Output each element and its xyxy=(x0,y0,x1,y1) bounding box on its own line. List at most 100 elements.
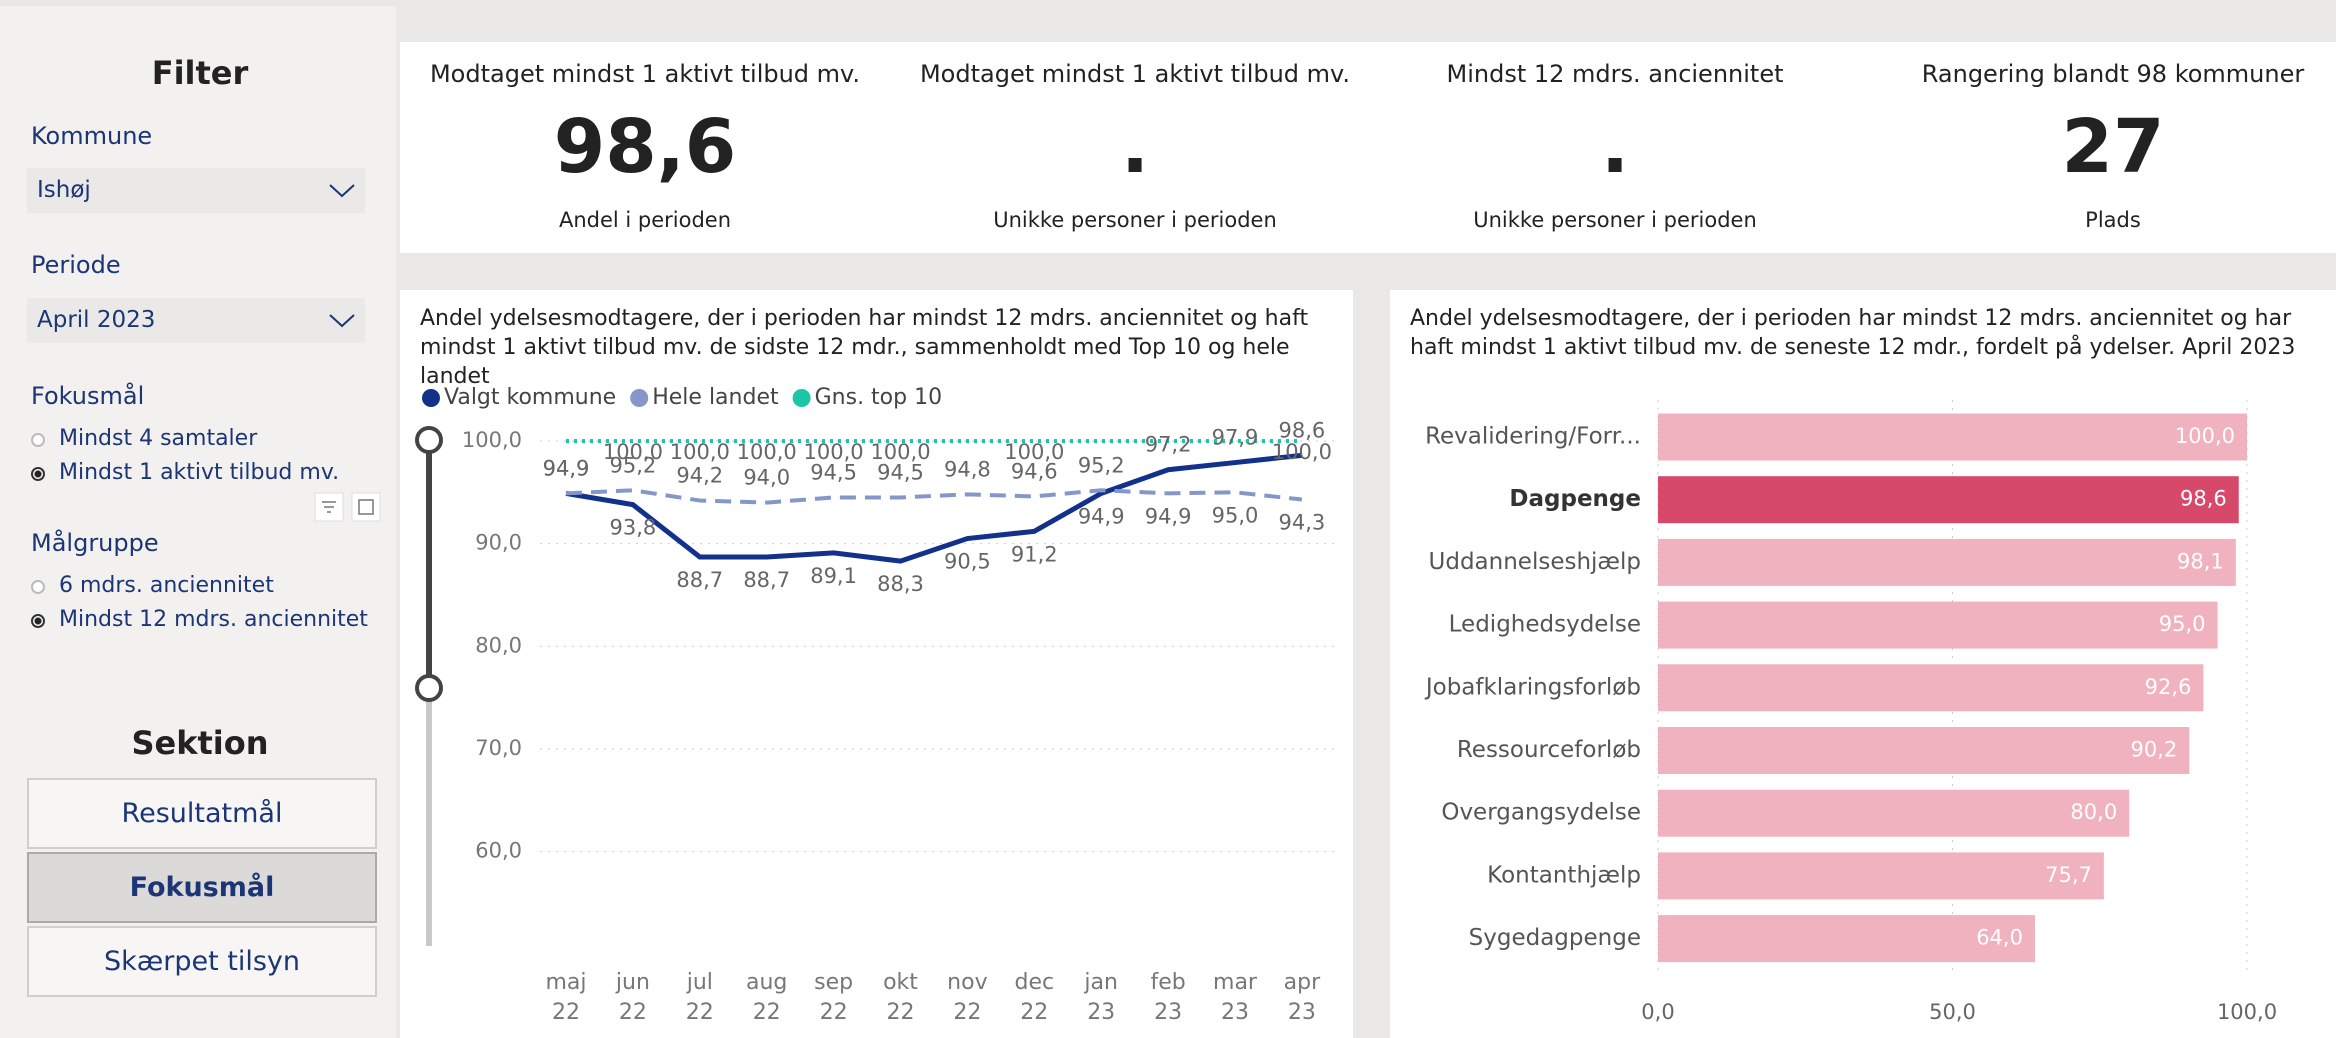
radio-option[interactable]: Mindst 4 samtaler xyxy=(31,426,257,451)
kpi-subtitle: Andel i perioden xyxy=(558,208,732,232)
data-label: 98,6 xyxy=(2180,487,2227,511)
bar xyxy=(1658,727,2190,774)
sektion-button[interactable]: Fokusmål xyxy=(27,852,377,923)
data-label: 94,6 xyxy=(1011,459,1058,483)
data-label: 100,0 xyxy=(804,440,864,464)
chevron xyxy=(329,314,355,328)
x-tick-label: mar 23 xyxy=(1213,970,1257,1025)
x-tick-label: dec 22 xyxy=(1014,970,1055,1025)
data-label: 93,8 xyxy=(610,516,657,540)
kpi-value: . xyxy=(1120,104,1150,190)
radio-circle xyxy=(31,614,45,628)
radio-label: Mindst 4 samtaler xyxy=(59,426,258,451)
fokus-label: Fokusmål xyxy=(31,382,145,410)
bar xyxy=(1658,664,2204,712)
data-label: 100,0 xyxy=(870,440,930,464)
x-tick-label: 0,0 xyxy=(1641,1000,1674,1024)
slider-handle[interactable] xyxy=(415,674,443,702)
radio-option[interactable]: Mindst 12 mdrs. anciennitet xyxy=(31,607,368,632)
kpi-strip: Modtaget mindst 1 aktivt tilbud mv. 98,6 A… xyxy=(400,42,2336,253)
line-card xyxy=(400,290,1353,1038)
periode-dropdown[interactable]: April 2023 xyxy=(27,298,365,343)
line-dashed xyxy=(565,488,1303,505)
kpi-subtitle: Plads xyxy=(2085,208,2141,232)
data-label: 100,0 xyxy=(603,440,663,464)
data-label: 95,2 xyxy=(1078,453,1125,477)
data-label: 94,9 xyxy=(1145,504,1192,528)
data-label: 100,0 xyxy=(1004,440,1064,464)
bar xyxy=(1658,915,2035,963)
data-label: 94,9 xyxy=(543,456,590,480)
kpi-subtitle: Unikke personer i perioden xyxy=(993,208,1277,232)
line-solid xyxy=(565,452,1303,564)
data-label: 90,5 xyxy=(944,550,991,574)
bar xyxy=(1658,538,2236,586)
x-tick-label: jan 23 xyxy=(1084,970,1118,1025)
bar xyxy=(1658,852,2104,900)
data-label: 91,2 xyxy=(1011,542,1058,566)
bar xyxy=(1658,476,2239,524)
y-tick-label: 80,0 xyxy=(475,633,522,657)
kommune-dropdown[interactable]: Ishøj xyxy=(27,168,365,213)
y-tick-label: 60,0 xyxy=(475,839,522,863)
x-tick-label: apr 23 xyxy=(1283,970,1321,1025)
radio-circle xyxy=(31,433,45,447)
data-label: 88,3 xyxy=(877,572,924,596)
line-chart-title: Andel ydelsesmodtagere, der i perioden h… xyxy=(420,306,1309,389)
kommune-label: Kommune xyxy=(31,122,153,150)
radio-option[interactable]: 6 mdrs. anciennitet xyxy=(31,573,274,598)
data-label: 94,8 xyxy=(944,457,991,481)
kpi-title: Modtaget mindst 1 aktivt tilbud mv. xyxy=(429,60,861,88)
data-label: 89,1 xyxy=(810,564,857,588)
legend-label: Valgt kommune xyxy=(444,385,616,410)
kpi-subtitle: Unikke personer i perioden xyxy=(1473,208,1757,232)
radio-circle xyxy=(31,467,45,481)
y-tick-label: 100,0 xyxy=(462,428,522,452)
sektion-title: Sektion xyxy=(131,724,269,762)
filter-panel: Filter Kommune Ishøj Periode April 2023 … xyxy=(0,6,396,1038)
sektion-button[interactable]: Skærpet tilsyn xyxy=(27,926,377,997)
data-label: 88,7 xyxy=(743,568,790,592)
kpi-title: Rangering blandt 98 kommuner xyxy=(1921,60,2305,88)
x-tick-label: jul 22 xyxy=(685,970,714,1025)
y-tick-label: Sygedagpenge xyxy=(1469,925,1641,951)
radio-label: Mindst 12 mdrs. anciennitet xyxy=(59,607,368,632)
data-label: 64,0 xyxy=(1976,926,2023,950)
x-tick-label: 50,0 xyxy=(1929,1000,1976,1024)
data-label: 97,2 xyxy=(1145,433,1192,457)
kpi-title: Mindst 12 mdrs. anciennitet xyxy=(1446,60,1784,88)
x-tick-label: 100,0 xyxy=(2217,1000,2277,1024)
legend-label: Hele landet xyxy=(652,385,779,410)
x-tick-label: sep 22 xyxy=(814,970,854,1025)
x-tick-label: aug 22 xyxy=(745,970,788,1025)
radio-label: Mindst 1 aktivt tilbud mv. xyxy=(59,460,340,485)
data-label: 95,0 xyxy=(1212,503,1259,527)
filter-title: Filter xyxy=(151,54,249,92)
y-tick-label: Ressourceforløb xyxy=(1457,737,1641,763)
y-tick-label: 70,0 xyxy=(475,736,522,760)
slider-handle[interactable] xyxy=(415,426,443,454)
y-tick-label: Uddannelseshjælp xyxy=(1429,549,1641,575)
bar-chart-title: Andel ydelsesmodtagere, der i perioden h… xyxy=(1410,306,2296,360)
maal-label: Målgruppe xyxy=(31,529,159,557)
data-label: 94,9 xyxy=(543,456,590,480)
x-tick-label: jun 22 xyxy=(615,970,650,1025)
data-label: 100,0 xyxy=(2175,424,2235,448)
data-label: 88,7 xyxy=(676,568,723,592)
chevron xyxy=(329,184,355,198)
data-label: 100,0 xyxy=(1272,440,1332,464)
visual-icons xyxy=(314,492,381,522)
x-tick-label: maj 22 xyxy=(545,970,587,1025)
sektion-button[interactable]: Resultatmål xyxy=(27,778,377,849)
x-tick-label: okt 22 xyxy=(883,970,918,1025)
x-tick-label: feb 23 xyxy=(1150,970,1186,1025)
radio-option[interactable]: Mindst 1 aktivt tilbud mv. xyxy=(31,460,339,485)
y-tick-label: Revalidering/Forr... xyxy=(1425,424,1641,450)
data-label: 80,0 xyxy=(2070,800,2117,824)
kpi-title: Modtaget mindst 1 aktivt tilbud mv. xyxy=(919,60,1351,88)
data-label: 94,3 xyxy=(1279,511,1326,535)
legend-marker xyxy=(792,389,811,407)
data-label: 90,2 xyxy=(2131,738,2178,762)
data-label: 98,6 xyxy=(1279,418,1326,442)
